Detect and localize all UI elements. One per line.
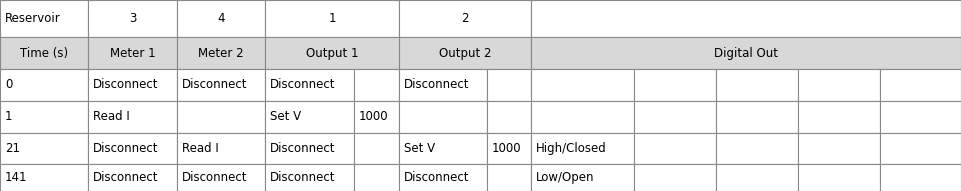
Bar xyxy=(354,164,399,191)
Bar xyxy=(634,69,716,101)
Text: Disconnect: Disconnect xyxy=(404,171,469,184)
Bar xyxy=(354,69,399,101)
Bar xyxy=(177,101,265,133)
Text: Digital Out: Digital Out xyxy=(714,46,778,60)
Text: 1: 1 xyxy=(329,12,335,25)
Bar xyxy=(399,0,531,37)
Text: Meter 1: Meter 1 xyxy=(110,46,156,60)
Bar xyxy=(399,101,487,133)
Bar xyxy=(0,69,88,101)
Text: Disconnect: Disconnect xyxy=(270,171,335,184)
Bar xyxy=(265,0,399,37)
Text: Set V: Set V xyxy=(270,110,301,124)
Bar xyxy=(531,37,961,69)
Text: Set V: Set V xyxy=(404,142,434,155)
Bar xyxy=(798,101,880,133)
Text: Disconnect: Disconnect xyxy=(182,79,247,91)
Bar xyxy=(177,133,265,164)
Bar xyxy=(399,164,487,191)
Text: 141: 141 xyxy=(5,171,27,184)
Bar xyxy=(487,133,531,164)
Bar xyxy=(88,37,177,69)
Bar xyxy=(798,164,880,191)
Bar xyxy=(177,69,265,101)
Text: Disconnect: Disconnect xyxy=(182,171,247,184)
Bar xyxy=(798,69,880,101)
Bar xyxy=(177,164,265,191)
Bar xyxy=(880,164,961,191)
Text: 1000: 1000 xyxy=(358,110,388,124)
Text: 1: 1 xyxy=(5,110,12,124)
Bar xyxy=(354,133,399,164)
Bar xyxy=(88,0,177,37)
Bar xyxy=(0,0,88,37)
Text: 3: 3 xyxy=(129,12,136,25)
Bar xyxy=(487,164,531,191)
Bar xyxy=(177,0,265,37)
Text: High/Closed: High/Closed xyxy=(536,142,607,155)
Bar xyxy=(265,133,354,164)
Bar xyxy=(716,164,798,191)
Text: Disconnect: Disconnect xyxy=(93,142,159,155)
Bar xyxy=(399,37,531,69)
Text: Disconnect: Disconnect xyxy=(93,171,159,184)
Bar xyxy=(265,164,354,191)
Bar xyxy=(798,133,880,164)
Bar xyxy=(531,69,634,101)
Bar xyxy=(634,164,716,191)
Text: Read I: Read I xyxy=(93,110,130,124)
Text: 1000: 1000 xyxy=(492,142,522,155)
Text: 0: 0 xyxy=(5,79,12,91)
Bar xyxy=(880,69,961,101)
Bar xyxy=(531,0,961,37)
Bar xyxy=(265,69,354,101)
Bar xyxy=(177,37,265,69)
Text: Read I: Read I xyxy=(182,142,218,155)
Bar xyxy=(0,37,88,69)
Text: Reservoir: Reservoir xyxy=(5,12,61,25)
Bar xyxy=(487,69,531,101)
Text: Output 1: Output 1 xyxy=(306,46,358,60)
Text: Disconnect: Disconnect xyxy=(270,79,335,91)
Bar xyxy=(0,164,88,191)
Text: 21: 21 xyxy=(5,142,20,155)
Bar xyxy=(531,164,634,191)
Text: Time (s): Time (s) xyxy=(20,46,68,60)
Text: 2: 2 xyxy=(461,12,469,25)
Bar xyxy=(0,133,88,164)
Bar xyxy=(880,101,961,133)
Bar xyxy=(88,164,177,191)
Bar xyxy=(716,69,798,101)
Bar xyxy=(0,101,88,133)
Text: Output 2: Output 2 xyxy=(439,46,491,60)
Bar xyxy=(399,133,487,164)
Bar xyxy=(88,69,177,101)
Bar xyxy=(487,101,531,133)
Bar xyxy=(531,101,634,133)
Text: 4: 4 xyxy=(217,12,225,25)
Text: Disconnect: Disconnect xyxy=(404,79,469,91)
Bar xyxy=(531,133,634,164)
Bar xyxy=(265,37,399,69)
Bar xyxy=(716,101,798,133)
Text: Disconnect: Disconnect xyxy=(93,79,159,91)
Bar xyxy=(880,133,961,164)
Bar xyxy=(399,69,487,101)
Bar xyxy=(634,133,716,164)
Bar xyxy=(265,101,354,133)
Text: Meter 2: Meter 2 xyxy=(198,46,244,60)
Bar xyxy=(88,133,177,164)
Text: Low/Open: Low/Open xyxy=(536,171,595,184)
Text: Disconnect: Disconnect xyxy=(270,142,335,155)
Bar xyxy=(716,133,798,164)
Bar xyxy=(88,101,177,133)
Bar xyxy=(634,101,716,133)
Bar xyxy=(354,101,399,133)
